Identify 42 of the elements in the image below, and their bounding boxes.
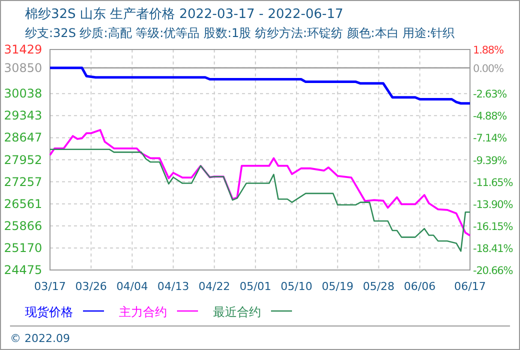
y2-tick-label: -11.65% xyxy=(473,176,514,189)
y-tick-label: 30038 xyxy=(4,86,42,101)
y2-tick-label: -16.15% xyxy=(473,220,514,233)
legend-label: 主力合约 xyxy=(119,305,167,319)
y-tick-label: 30850 xyxy=(4,60,42,75)
chart-title: 棉纱32S 山东 生产者价格 2022-03-17 - 2022-06-17 xyxy=(25,7,344,22)
x-tick-label: 05/19 xyxy=(322,280,354,293)
y2-tick-label: -7.14% xyxy=(473,132,508,145)
y2-tick-label: -18.41% xyxy=(473,242,514,255)
y2-tick-label: -13.90% xyxy=(473,198,514,211)
y2-tick-label: -2.63% xyxy=(473,88,508,101)
chart-subtitle: 纱支:32S 纱质:高配 等级:优等品 股数:1股 纺纱方法:环锭纺 颜色:本白 用途:针织 xyxy=(25,26,455,40)
y2-tick-label: 1.88% xyxy=(473,44,504,56)
y-tick-label: 31429 xyxy=(4,42,42,56)
x-tick-label: 05/01 xyxy=(240,280,272,293)
text: © 2022.09 xyxy=(10,332,70,345)
y2-tick-label: 0.00% xyxy=(473,62,504,75)
y2-tick-label: -4.88% xyxy=(473,110,508,123)
y-tick-label: 29343 xyxy=(4,108,42,123)
line-series xyxy=(49,148,471,252)
x-tick-label: 03/17 xyxy=(34,280,66,293)
line-series xyxy=(48,66,472,105)
legend-label: 现货价格 xyxy=(25,305,73,319)
y-tick-label: 24475 xyxy=(4,263,42,277)
y-tick-label: 28647 xyxy=(4,130,42,145)
legend-label: 最近合约 xyxy=(213,305,261,319)
x-tick-label: 04/13 xyxy=(157,280,190,293)
y-tick-label: 26561 xyxy=(4,196,42,211)
y-tick-label: 25866 xyxy=(4,218,42,233)
y2-tick-label: -20.66% xyxy=(473,265,514,277)
line-series xyxy=(49,129,471,237)
x-tick-label: 05/10 xyxy=(280,280,312,293)
x-tick-label: 05/28 xyxy=(362,280,395,293)
y-tick-label: 27257 xyxy=(4,174,42,189)
x-tick-label: 06/06 xyxy=(404,280,436,293)
x-tick-label: 03/26 xyxy=(75,280,107,293)
y-tick-label: 25170 xyxy=(4,240,42,255)
y2-tick-label: -9.39% xyxy=(473,154,508,167)
y-tick-label: 27952 xyxy=(4,152,42,167)
x-tick-label: 06/17 xyxy=(454,280,486,293)
x-tick-label: 04/22 xyxy=(198,280,230,293)
x-tick-label: 04/04 xyxy=(116,280,148,293)
